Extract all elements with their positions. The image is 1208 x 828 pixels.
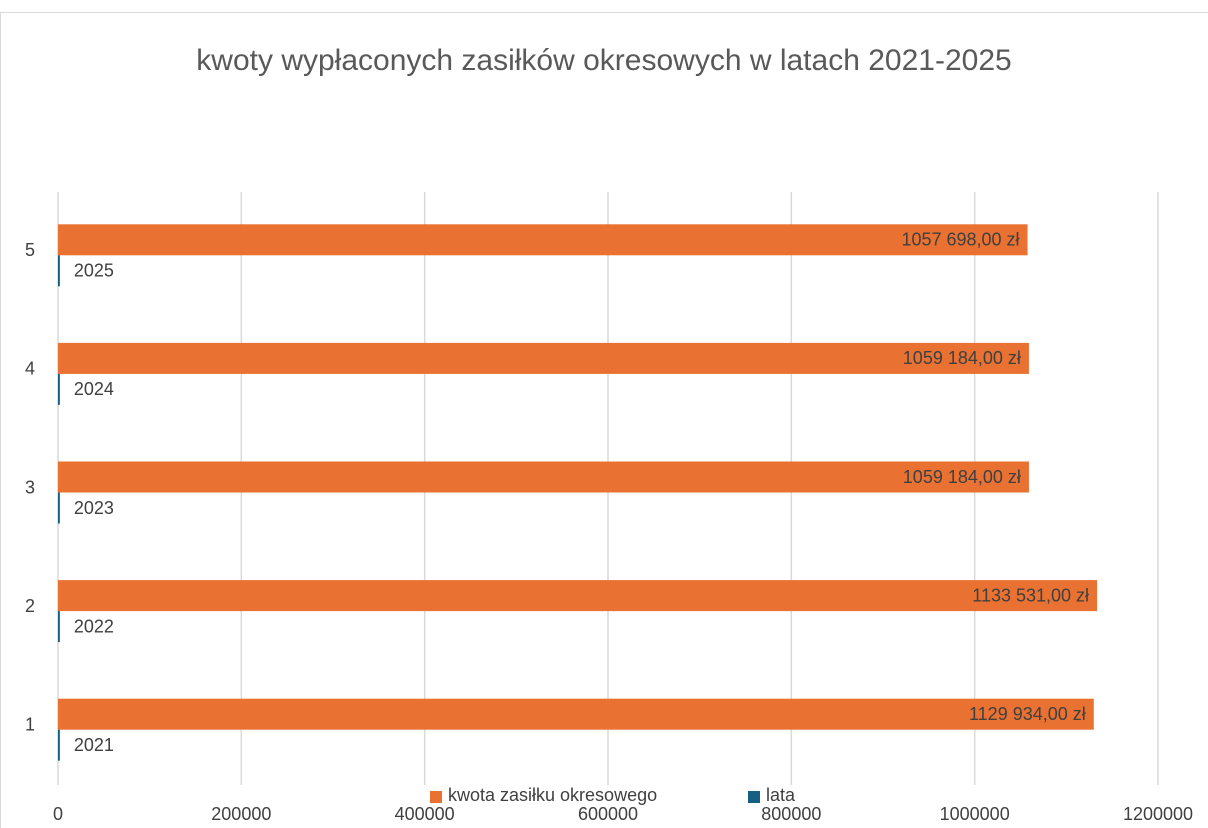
bar — [58, 461, 1029, 493]
x-tick-label: 400000 — [395, 804, 455, 824]
data-label: 2021 — [74, 735, 114, 755]
y-tick-label: 3 — [25, 477, 35, 497]
bar — [58, 373, 60, 405]
data-label: 2024 — [74, 379, 114, 399]
x-tick-label: 800000 — [761, 804, 821, 824]
bar — [58, 611, 60, 643]
data-label: 1133 531,00 zł — [972, 585, 1089, 605]
data-label: 2022 — [74, 616, 114, 636]
legend-swatch — [430, 791, 442, 803]
y-tick-label: 4 — [25, 359, 35, 379]
bar — [58, 255, 60, 287]
y-tick-label: 5 — [25, 240, 35, 260]
y-tick-label: 1 — [25, 714, 35, 734]
x-tick-label: 200000 — [211, 804, 271, 824]
chart-border — [0, 12, 1208, 828]
x-tick-label: 1000000 — [940, 804, 1010, 824]
legend-label: kwota zasiłku okresowego — [448, 785, 657, 805]
chart-title: kwoty wypłaconych zasiłków okresowych w … — [196, 44, 1012, 77]
data-label: 1059 184,00 zł — [903, 467, 1021, 487]
data-label: 1129 934,00 zł — [969, 704, 1086, 724]
bar — [58, 492, 60, 524]
bar — [58, 224, 1028, 256]
bar — [58, 698, 1094, 730]
data-label: 1059 184,00 zł — [903, 348, 1021, 368]
data-label: 2025 — [74, 261, 114, 281]
y-tick-label: 2 — [25, 596, 35, 616]
data-label: 1057 698,00 zł — [901, 230, 1019, 250]
x-tick-label: 600000 — [578, 804, 638, 824]
bar — [58, 342, 1029, 374]
legend-label: lata — [766, 785, 796, 805]
data-label: 2023 — [74, 498, 114, 518]
x-tick-label: 1200000 — [1123, 804, 1193, 824]
bar — [58, 729, 60, 761]
legend-swatch — [748, 791, 760, 803]
x-tick-label: 0 — [53, 804, 63, 824]
bar — [58, 580, 1098, 612]
